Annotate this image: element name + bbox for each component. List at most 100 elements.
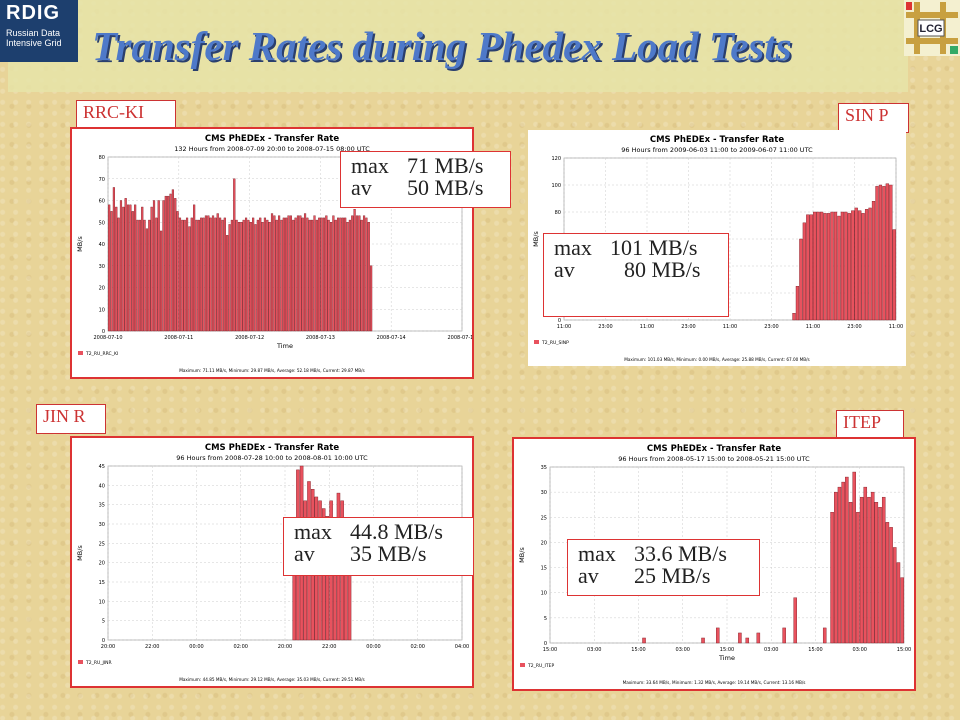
chart-bar (362, 215, 366, 332)
chart-bar (701, 637, 705, 644)
chart-bar (856, 512, 860, 644)
chart-title: CMS PhEDEx - Transfer Rate (647, 444, 782, 454)
x-tick-label: 02:00 (234, 644, 248, 650)
chart-bar (344, 217, 347, 332)
chart-bar (188, 226, 191, 332)
chart-bar (360, 219, 363, 332)
chart-bar (261, 222, 264, 332)
chart-bar (240, 222, 243, 332)
x-tick-label: 11:00 (806, 324, 820, 330)
chart-bar (131, 211, 134, 332)
y-axis-label: MB/s (76, 236, 84, 252)
chart-bar (844, 211, 848, 321)
rdig-logo-subtitle: Russian Data Intensive Grid (6, 28, 62, 48)
x-tick-label: 23:00 (598, 324, 612, 330)
x-tick-label: 2008-07-13 (306, 335, 335, 341)
x-tick-label: 2008-07-11 (164, 335, 193, 341)
chart-bar (141, 206, 144, 332)
chart-bar (351, 215, 354, 332)
chart-bar (252, 217, 255, 332)
chart-bar (256, 219, 259, 332)
chart-bar (893, 547, 897, 644)
panel-label-sinp: SIN P (838, 103, 909, 133)
x-tick-label: 15:00 (808, 647, 822, 653)
chart-bar (270, 213, 274, 332)
chart-bar (318, 217, 321, 332)
chart-bar (197, 219, 200, 332)
chart-bar (294, 217, 297, 332)
chart-footer: Maximum: 71.11 MB/s, Minimum: 29.87 MB/s… (179, 368, 365, 373)
chart-bar (303, 213, 307, 332)
x-tick-label: 11:00 (557, 324, 571, 330)
x-tick-label: 04:00 (455, 644, 469, 650)
chart-bar (247, 219, 250, 332)
chart-bar (282, 217, 285, 332)
y-tick-label: 35 (99, 503, 105, 509)
x-tick-label: 15:00 (897, 647, 911, 653)
y-tick-label: 5 (102, 619, 105, 625)
x-tick-label: 03:00 (853, 647, 867, 653)
chart-bar (355, 215, 359, 332)
chart-bar (823, 213, 827, 321)
chart-rrc-ki: CMS PhEDEx - Transfer Rate 132 Hours from… (70, 127, 474, 379)
chart-bar (181, 219, 184, 332)
y-tick-label: 10 (541, 591, 547, 597)
chart-bar (826, 213, 831, 321)
chart-bar (745, 637, 750, 644)
x-tick-label: 2008-07-12 (235, 335, 264, 341)
annotation-max-key: max (578, 541, 616, 566)
chart-bar (642, 637, 646, 644)
annotation-max-key: max (554, 235, 592, 260)
y-tick-label: 80 (99, 155, 105, 161)
chart-bar (171, 189, 174, 332)
chart-bar (216, 213, 219, 332)
legend-label: T2_RU_ITEP (527, 663, 554, 669)
chart-bar (200, 217, 203, 332)
chart-bar (214, 217, 217, 332)
chart-bar (896, 562, 901, 644)
annotation-max-value: 71 MB/s (407, 153, 484, 178)
chart-bar (334, 219, 337, 332)
x-tick-label: 2008-07-10 (93, 335, 122, 341)
annotation-max-key: max (351, 153, 389, 178)
chart-bar (806, 214, 810, 321)
lcg-logo-text: LCG (919, 23, 942, 35)
chart-bar (292, 219, 295, 332)
x-tick-label: 15:00 (631, 647, 645, 653)
chart-footer: Maximum: 44.85 MB/s, Minimum: 29.12 MB/s… (179, 677, 365, 682)
chart-bar (337, 217, 340, 332)
annotation-av-value: 25 MB/s (634, 563, 711, 588)
chart-bar (193, 204, 196, 332)
chart-bar (885, 183, 889, 321)
legend-swatch (78, 351, 83, 355)
chart-bar (782, 627, 786, 644)
x-tick-label: 23:00 (764, 324, 778, 330)
chart-bar (841, 481, 845, 644)
chart-bar (327, 219, 330, 332)
chart-bar (802, 222, 806, 321)
chart-bar (176, 211, 179, 332)
chart-bar (874, 502, 879, 644)
chart-title: CMS PhEDEx - Transfer Rate (650, 135, 785, 145)
y-tick-label: 15 (99, 580, 105, 586)
y-tick-label: 10 (99, 307, 105, 313)
chart-bar (320, 217, 323, 332)
chart-bar (830, 211, 834, 321)
y-tick-label: 5 (544, 616, 547, 622)
chart-bar (162, 200, 165, 332)
chart-bar (833, 211, 838, 321)
chart-bar (339, 217, 342, 332)
chart-bar (266, 219, 269, 332)
y-axis-label: MB/s (518, 547, 526, 563)
chart-bar (878, 507, 882, 644)
y-tick-label: 10 (99, 599, 105, 605)
chart-bar (837, 486, 842, 644)
y-tick-label: 50 (99, 220, 105, 226)
chart-bar (858, 210, 862, 321)
chart-bar (892, 229, 896, 321)
x-tick-label: 2008-07-15 (447, 335, 472, 341)
chart-bar (226, 235, 229, 332)
chart-bar (332, 215, 335, 332)
y-tick-label: 20 (541, 540, 547, 546)
